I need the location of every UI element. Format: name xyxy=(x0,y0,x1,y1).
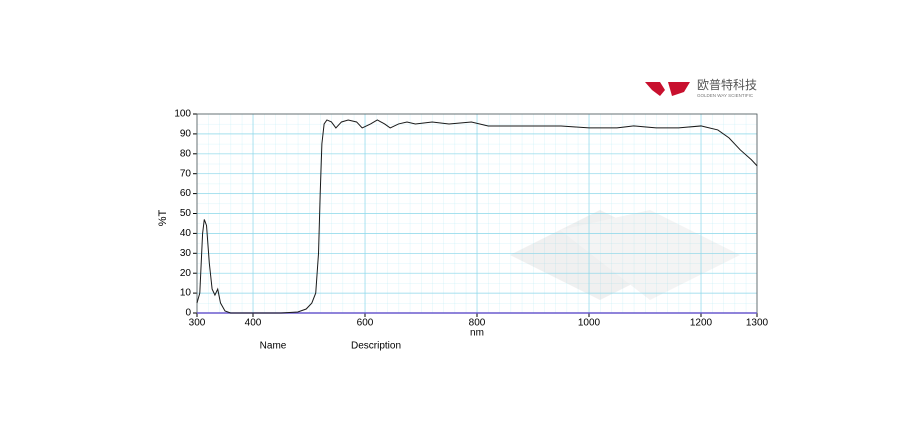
x-tick-label: 400 xyxy=(245,318,262,329)
logo-subtitle: GOLDEN WAY SCIENTIFIC xyxy=(697,93,754,98)
y-tick-label: 50 xyxy=(180,208,192,219)
y-tick-label: 20 xyxy=(180,268,192,279)
x-tick-label: 300 xyxy=(189,318,206,329)
logo-name: 欧普特科技 xyxy=(697,77,757,92)
y-tick-label: 60 xyxy=(180,188,192,199)
y-tick-label: 0 xyxy=(185,308,191,319)
y-tick-label: 90 xyxy=(180,129,192,140)
watermark xyxy=(510,210,740,300)
y-tick-label: 10 xyxy=(180,288,192,299)
x-tick-label: 800 xyxy=(469,318,486,329)
x-tick-label: 1200 xyxy=(690,318,713,329)
x-tick-label: 1000 xyxy=(578,318,601,329)
logo: 欧普特科技 GOLDEN WAY SCIENTIFIC xyxy=(645,77,757,98)
footer-name: Name xyxy=(260,341,287,352)
y-tick-label: 80 xyxy=(180,148,192,159)
y-tick-label: 30 xyxy=(180,248,192,259)
x-tick-label: 1300 xyxy=(746,318,769,329)
footer-description: Description xyxy=(351,341,401,352)
y-tick-label: 40 xyxy=(180,228,192,239)
x-tick-label: 600 xyxy=(357,318,374,329)
y-tick-label: 70 xyxy=(180,168,192,179)
y-tick-label: 100 xyxy=(174,109,191,120)
x-axis-label: nm xyxy=(470,328,484,339)
spectrum-line xyxy=(196,119,758,314)
y-axis-label: %T xyxy=(157,209,169,226)
